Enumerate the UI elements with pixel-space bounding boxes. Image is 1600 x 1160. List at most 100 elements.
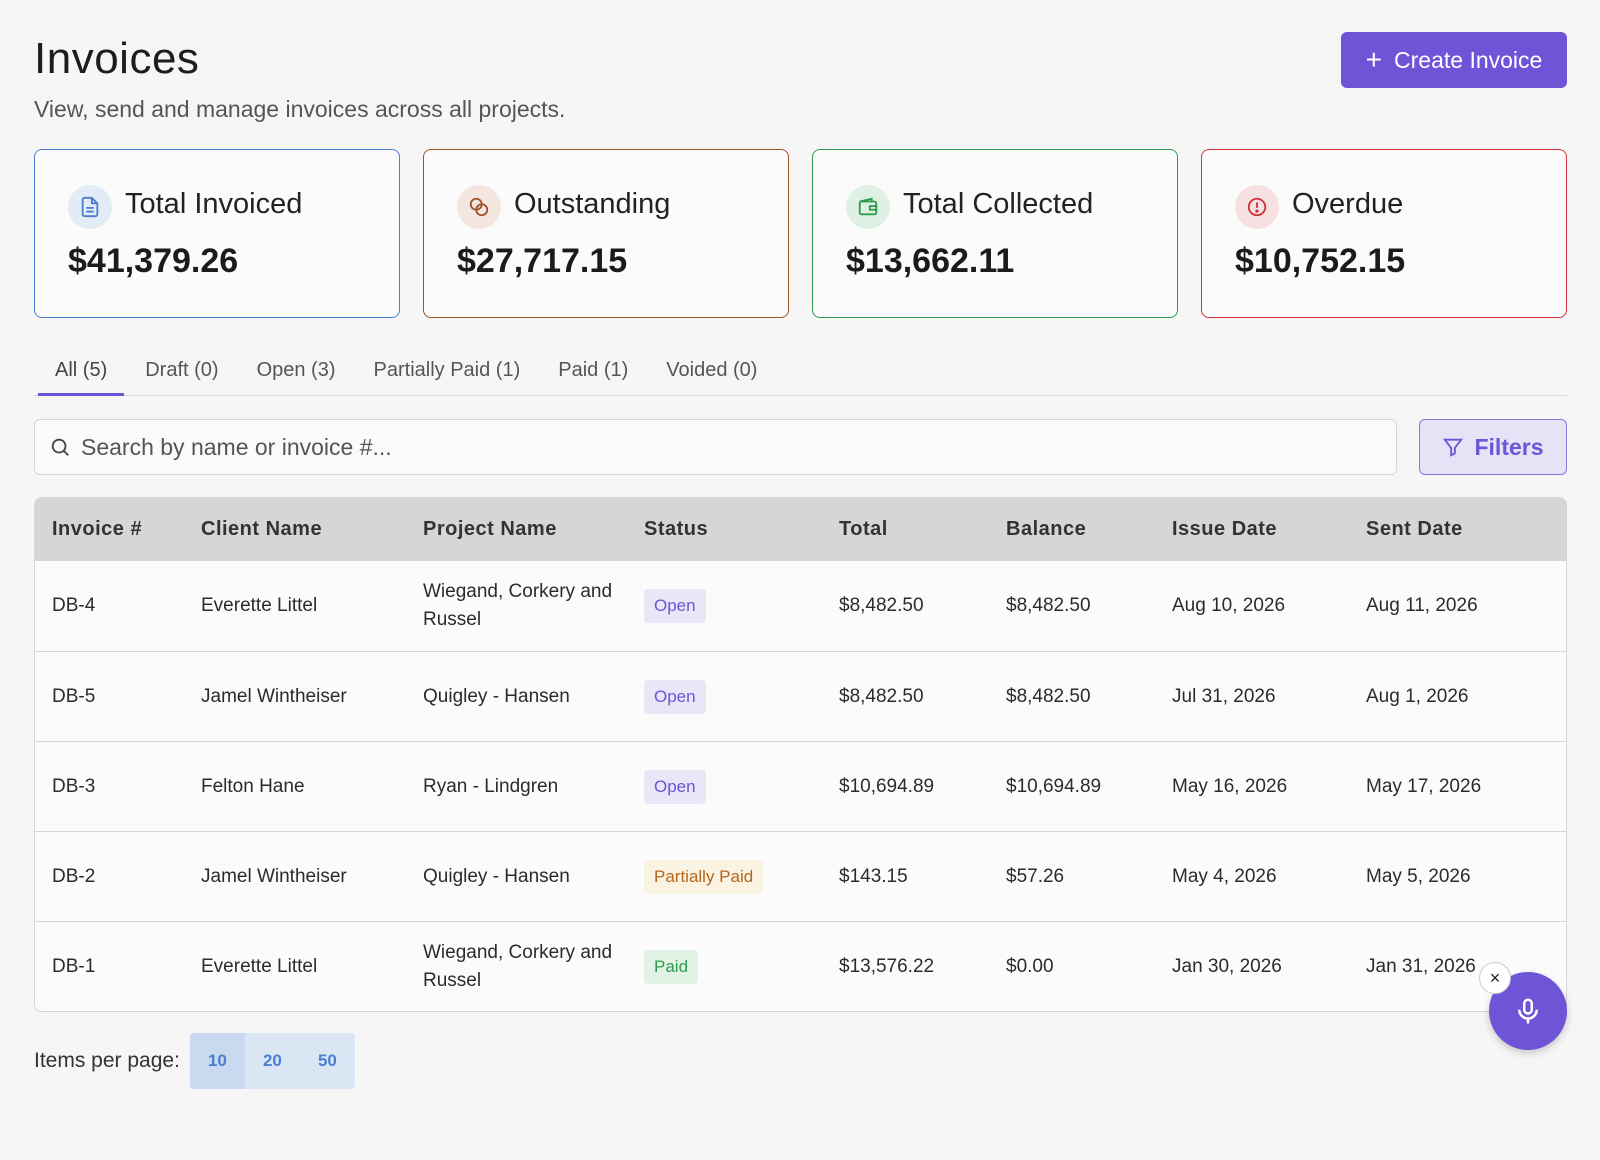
status-badge: Partially Paid xyxy=(644,859,764,894)
card-label: Total Collected xyxy=(903,188,1094,220)
plus-icon: + xyxy=(1365,44,1383,75)
column-header[interactable]: Project Name xyxy=(423,518,557,540)
alert-icon xyxy=(1235,185,1279,229)
card-value: $13,662.11 xyxy=(846,242,1015,280)
card-value: $27,717.15 xyxy=(457,242,628,280)
card-value: $10,752.15 xyxy=(1235,242,1406,280)
table-header: Invoice # Client Name Project Name Statu… xyxy=(35,498,1566,561)
items-per-page-label: Items per page: xyxy=(34,1049,180,1072)
page-header: Invoices View, send and manage invoices … xyxy=(34,0,1567,140)
client-name: Jamel Wintheiser xyxy=(201,865,347,887)
items-per-page-options: 10 20 50 xyxy=(189,1033,355,1089)
issue-date: Aug 10, 2026 xyxy=(1172,595,1286,616)
stat-cards: Total Invoiced $41,379.26 Outstanding $2… xyxy=(34,149,1567,318)
invoice-balance: $10,694.89 xyxy=(1006,775,1102,797)
table-body: DB-4 Everette Littel Wiegand, Corkery an… xyxy=(35,561,1566,1011)
card-label: Total Invoiced xyxy=(125,188,303,220)
issue-date: Jan 30, 2026 xyxy=(1172,955,1282,977)
filters-button[interactable]: Filters xyxy=(1419,419,1567,475)
column-header[interactable]: Issue Date xyxy=(1172,518,1278,540)
table-row[interactable]: DB-5 Jamel Wintheiser Quigley - Hansen O… xyxy=(35,651,1566,741)
page-title: Invoices xyxy=(34,34,200,83)
document-icon xyxy=(68,185,112,229)
column-header[interactable]: Invoice # xyxy=(52,518,143,540)
invoice-number: DB-2 xyxy=(52,865,96,887)
coins-icon xyxy=(457,185,501,229)
status-tabs: All (5) Draft (0) Open (3) Partially Pai… xyxy=(34,343,1567,396)
card-total-invoiced: Total Invoiced $41,379.26 xyxy=(34,149,400,318)
table-row[interactable]: DB-4 Everette Littel Wiegand, Corkery an… xyxy=(35,561,1566,651)
client-name: Jamel Wintheiser xyxy=(201,685,347,707)
status-badge: Open xyxy=(644,769,706,804)
invoice-balance: $0.00 xyxy=(1006,955,1054,977)
page-subtitle: View, send and manage invoices across al… xyxy=(34,96,566,122)
invoice-number: DB-3 xyxy=(52,775,96,797)
invoice-number: DB-5 xyxy=(52,685,96,707)
client-name: Everette Littel xyxy=(201,955,318,977)
column-header[interactable]: Status xyxy=(644,518,709,540)
filters-label: Filters xyxy=(1474,433,1544,460)
client-name: Everette Littel xyxy=(201,595,318,616)
invoice-total: $8,482.50 xyxy=(839,685,924,707)
card-overdue: Overdue $10,752.15 xyxy=(1201,149,1567,318)
invoice-balance: $8,482.50 xyxy=(1006,685,1091,707)
wallet-icon xyxy=(846,185,890,229)
tab-paid[interactable]: Paid (1) xyxy=(558,359,629,381)
project-name: Quigley - Hansen xyxy=(423,865,570,887)
microphone-icon xyxy=(1518,998,1538,1024)
invoice-number: DB-4 xyxy=(52,595,96,616)
filter-icon xyxy=(1443,438,1464,457)
project-name: Ryan - Lindgren xyxy=(423,775,559,797)
invoice-total: $10,694.89 xyxy=(839,775,935,797)
table-row[interactable]: DB-3 Felton Hane Ryan - Lindgren Open $1… xyxy=(35,741,1566,831)
invoice-balance: $8,482.50 xyxy=(1006,595,1091,616)
card-value: $41,379.26 xyxy=(68,242,239,280)
per-page-10[interactable]: 10 xyxy=(189,1033,245,1089)
table-row[interactable]: DB-2 Jamel Wintheiser Quigley - Hansen P… xyxy=(35,831,1566,921)
sent-date: Aug 1, 2026 xyxy=(1366,685,1469,707)
issue-date: May 16, 2026 xyxy=(1172,775,1288,797)
column-header[interactable]: Client Name xyxy=(201,518,323,540)
sent-date: May 17, 2026 xyxy=(1366,775,1482,797)
status-badge: Open xyxy=(644,679,706,714)
card-label: Outstanding xyxy=(514,188,671,220)
card-outstanding: Outstanding $27,717.15 xyxy=(423,149,789,318)
close-icon[interactable]: × xyxy=(1479,962,1511,994)
sent-date: Jan 31, 2026 xyxy=(1366,955,1476,977)
invoice-total: $13,576.22 xyxy=(839,955,935,977)
project-name: Wiegand, Corkery and Russel xyxy=(423,581,613,630)
create-invoice-button[interactable]: + Create Invoice xyxy=(1341,32,1567,88)
tab-open[interactable]: Open (3) xyxy=(256,359,336,381)
status-badge: Paid xyxy=(644,949,699,984)
card-total-collected: Total Collected $13,662.11 xyxy=(812,149,1178,318)
items-per-page: Items per page: 10 20 50 xyxy=(34,1033,355,1089)
issue-date: May 4, 2026 xyxy=(1172,865,1277,887)
invoice-total: $143.15 xyxy=(839,865,908,887)
tab-all[interactable]: All (5) xyxy=(38,343,125,396)
column-header[interactable]: Total xyxy=(839,518,888,540)
tab-voided[interactable]: Voided (0) xyxy=(666,359,758,381)
search-icon xyxy=(51,438,69,456)
invoice-balance: $57.26 xyxy=(1006,865,1065,887)
table-row[interactable]: DB-1 Everette Littel Wiegand, Corkery an… xyxy=(35,921,1566,1011)
column-header[interactable]: Sent Date xyxy=(1366,518,1463,540)
issue-date: Jul 31, 2026 xyxy=(1172,685,1276,707)
project-name: Wiegand, Corkery and Russel xyxy=(423,941,613,991)
tab-partially-paid[interactable]: Partially Paid (1) xyxy=(373,359,521,381)
project-name: Quigley - Hansen xyxy=(423,685,570,707)
sent-date: Aug 11, 2026 xyxy=(1366,595,1478,616)
invoice-number: DB-1 xyxy=(52,955,96,977)
per-page-50[interactable]: 50 xyxy=(317,1051,337,1070)
sent-date: May 5, 2026 xyxy=(1366,865,1471,887)
status-badge: Open xyxy=(644,589,706,623)
card-label: Overdue xyxy=(1292,188,1404,220)
tab-draft[interactable]: Draft (0) xyxy=(145,359,219,381)
column-header[interactable]: Balance xyxy=(1006,518,1087,540)
per-page-20[interactable]: 20 xyxy=(262,1051,282,1070)
search-box xyxy=(34,419,1397,475)
invoice-total: $8,482.50 xyxy=(839,595,924,616)
client-name: Felton Hane xyxy=(201,775,305,797)
search-input[interactable] xyxy=(81,433,1281,461)
create-invoice-label: Create Invoice xyxy=(1394,46,1543,73)
invoices-table: Invoice # Client Name Project Name Statu… xyxy=(34,497,1567,1012)
